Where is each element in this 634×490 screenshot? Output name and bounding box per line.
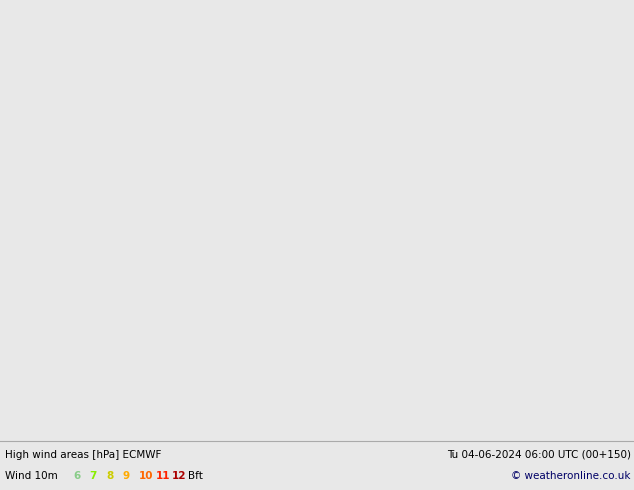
Text: Wind 10m: Wind 10m	[5, 471, 58, 481]
Text: 6: 6	[73, 471, 80, 481]
Text: 8: 8	[106, 471, 113, 481]
Text: Tu 04-06-2024 06:00 UTC (00+150): Tu 04-06-2024 06:00 UTC (00+150)	[447, 450, 631, 460]
Text: 7: 7	[89, 471, 97, 481]
Text: © weatheronline.co.uk: © weatheronline.co.uk	[512, 471, 631, 481]
Text: 12: 12	[172, 471, 186, 481]
Text: 10: 10	[139, 471, 153, 481]
Text: 11: 11	[155, 471, 170, 481]
Text: Bft: Bft	[188, 471, 203, 481]
Text: High wind areas [hPa] ECMWF: High wind areas [hPa] ECMWF	[5, 450, 162, 460]
Text: 9: 9	[122, 471, 129, 481]
